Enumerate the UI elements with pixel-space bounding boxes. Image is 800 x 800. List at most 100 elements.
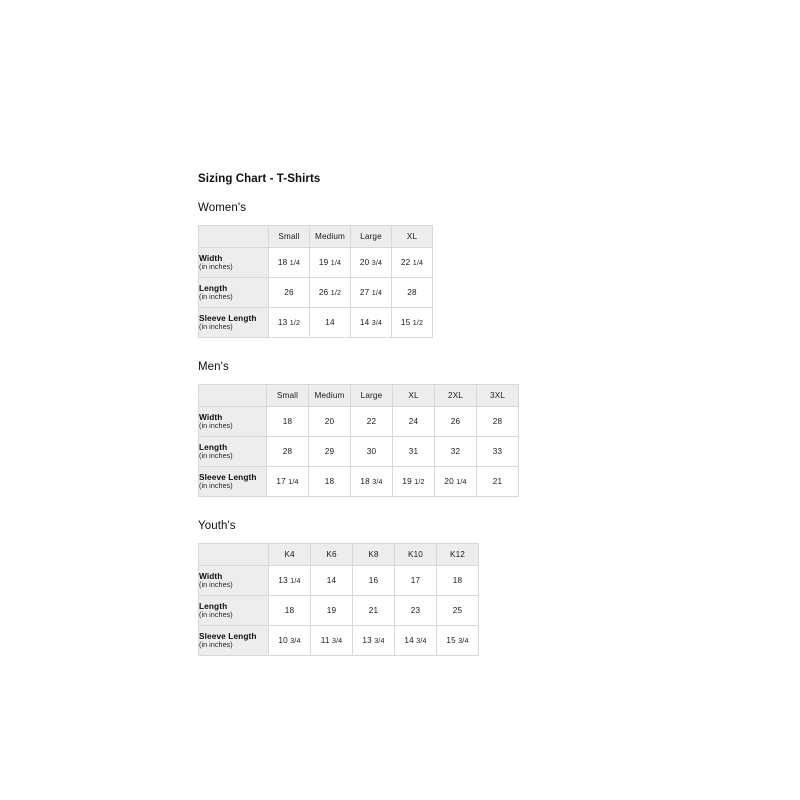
column-header-3xl: 3XL [476, 384, 519, 407]
row-label-sleeve-length: Sleeve Length (in inches) [198, 307, 269, 338]
cell-sleeve-length-xl: 19 1/2 [392, 466, 435, 497]
value-whole: 26 [318, 288, 329, 297]
value-whole: 21 [492, 477, 503, 486]
row-label-main: Length [199, 282, 228, 293]
cell-sleeve-length-medium: 18 [308, 466, 351, 497]
column-header-k10: K10 [394, 543, 437, 566]
column-header-k12: K12 [436, 543, 479, 566]
cell-sleeve-length-k6: 11 3/4 [310, 625, 353, 656]
tables-container: Women's Small Medium Large XL Width (in inches… [198, 201, 618, 656]
value-fraction: 1/4 [330, 259, 342, 267]
row-label-main: Sleeve Length [199, 630, 257, 641]
cell-sleeve-length-2xl: 20 1/4 [434, 466, 477, 497]
section-mens: Men's Small Medium Large XL 2XL 3XL Width (in in… [198, 360, 618, 497]
table-row: Width (in inches) 18 1/4 19 1/4 20 3/4 22 1/4 [198, 247, 433, 278]
cell-length-small: 28 [266, 436, 309, 467]
row-label-main: Sleeve Length [199, 312, 257, 323]
section-womens: Women's Small Medium Large XL Width (in inches… [198, 201, 618, 338]
row-label-width: Width (in inches) [198, 406, 267, 437]
value-fraction: 1/2 [412, 319, 424, 327]
table-header-row: Small Medium Large XL 2XL 3XL [198, 384, 519, 407]
cell-length-medium: 26 1/2 [309, 277, 351, 308]
cell-sleeve-length-large: 14 3/4 [350, 307, 392, 338]
value-whole: 28 [407, 288, 417, 297]
column-header-large: Large [350, 225, 392, 248]
value-fraction: 3/4 [458, 637, 469, 645]
value-whole: 25 [452, 606, 463, 615]
row-label-main: Length [199, 600, 228, 611]
column-header-k8: K8 [352, 543, 395, 566]
value-whole: 21 [368, 606, 379, 615]
row-label-units: (in inches) [199, 610, 233, 620]
section-heading-mens: Men's [198, 361, 229, 373]
value-whole: 18 [277, 258, 288, 267]
value-whole: 14 [404, 636, 414, 645]
value-whole: 17 [276, 477, 286, 486]
sizing-chart-page: Sizing Chart - T-Shirts Women's Small Medi… [198, 172, 618, 656]
row-label-length: Length (in inches) [198, 436, 267, 467]
column-header-medium: Medium [308, 384, 351, 407]
cell-length-k4: 18 [268, 595, 311, 626]
cell-length-k8: 21 [352, 595, 395, 626]
cell-length-3xl: 33 [476, 436, 519, 467]
value-whole: 33 [492, 447, 503, 456]
value-whole: 13 [278, 576, 288, 585]
cell-width-k10: 17 [394, 565, 437, 596]
cell-width-small: 18 [266, 406, 309, 437]
cell-width-k12: 18 [436, 565, 479, 596]
value-whole: 18 [360, 477, 370, 486]
value-whole: 18 [284, 606, 295, 615]
row-label-units: (in inches) [199, 322, 233, 332]
value-fraction: 1/4 [412, 259, 424, 267]
value-whole: 30 [366, 447, 377, 456]
cell-width-k4: 13 1/4 [268, 565, 311, 596]
row-label-units: (in inches) [199, 580, 233, 590]
size-table-youths: K4 K6 K8 K10 K12 Width (in inches) 13 1/4 14 16 17… [198, 543, 479, 656]
row-label-length: Length (in inches) [198, 277, 269, 308]
cell-length-small: 26 [268, 277, 310, 308]
cell-sleeve-length-3xl: 21 [476, 466, 519, 497]
cell-sleeve-length-k12: 15 3/4 [436, 625, 479, 656]
value-fraction: 1/4 [289, 259, 301, 267]
table-row: Width (in inches) 13 1/4 14 16 17 18 [198, 565, 479, 596]
value-whole: 23 [410, 606, 421, 615]
section-heading-youths: Youth's [198, 520, 236, 532]
table-header-corner [198, 225, 269, 248]
value-whole: 17 [410, 576, 421, 585]
column-header-medium: Medium [309, 225, 351, 248]
value-whole: 13 [277, 318, 288, 327]
cell-length-2xl: 32 [434, 436, 477, 467]
table-row: Length (in inches) 18 19 21 23 25 [198, 595, 479, 626]
value-whole: 22 [366, 417, 377, 426]
value-fraction: 1/2 [289, 319, 301, 327]
table-header-corner [198, 384, 267, 407]
row-label-units: (in inches) [199, 292, 233, 302]
cell-width-medium: 19 1/4 [309, 247, 351, 278]
value-whole: 19 [318, 258, 329, 267]
table-header-corner [198, 543, 269, 566]
row-label-units: (in inches) [199, 451, 233, 461]
value-whole: 20 [359, 258, 370, 267]
value-whole: 15 [446, 636, 456, 645]
cell-sleeve-length-small: 13 1/2 [268, 307, 310, 338]
value-whole: 32 [450, 447, 461, 456]
value-whole: 14 [359, 318, 370, 327]
value-whole: 16 [368, 576, 379, 585]
value-whole: 27 [359, 288, 370, 297]
table-row: Length (in inches) 26 26 1/2 27 1/4 28 [198, 277, 433, 308]
section-heading-womens: Women's [198, 202, 247, 214]
size-table-mens: Small Medium Large XL 2XL 3XL Width (in inches)… [198, 384, 519, 497]
cell-length-medium: 29 [308, 436, 351, 467]
value-whole: 18 [324, 477, 335, 486]
cell-sleeve-length-large: 18 3/4 [350, 466, 393, 497]
row-label-sleeve-length: Sleeve Length (in inches) [198, 466, 267, 497]
cell-width-k6: 14 [310, 565, 353, 596]
value-fraction: 1/4 [288, 478, 299, 486]
cell-length-k12: 25 [436, 595, 479, 626]
row-label-width: Width (in inches) [198, 247, 269, 278]
value-fraction: 3/4 [371, 319, 383, 327]
table-row: Length (in inches) 28 29 30 31 32 33 [198, 436, 519, 467]
page-title: Sizing Chart - T-Shirts [198, 173, 321, 185]
value-whole: 18 [282, 417, 293, 426]
value-whole: 28 [492, 417, 503, 426]
